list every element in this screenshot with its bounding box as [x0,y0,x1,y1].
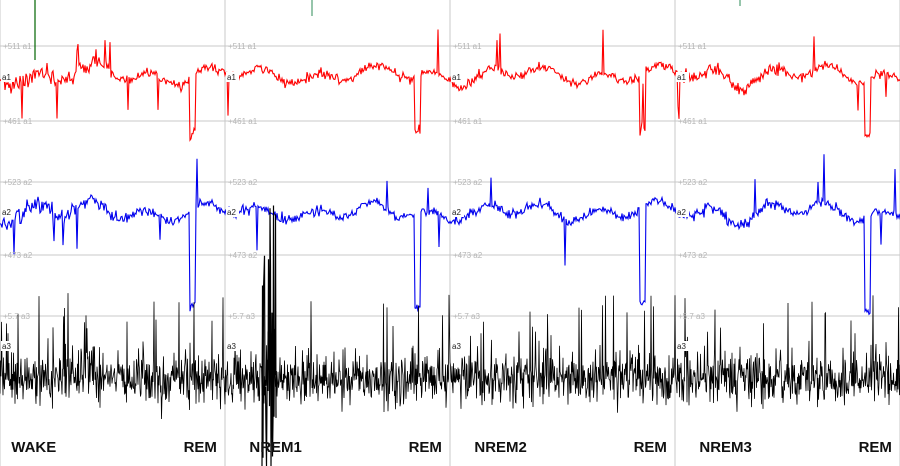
scale-label-lower: +473 a2 [228,251,258,260]
channel-label-bg [451,207,464,217]
stage-label: REM [184,439,217,456]
signal-traces [0,29,900,466]
channel-label: a1 [452,73,461,82]
channel-label-bg [226,72,239,82]
scale-label-lower: +473 a2 [453,251,483,260]
channel-label-bg [1,341,14,351]
channel-label: a2 [2,208,11,217]
stage-label: NREM1 [249,439,302,456]
scale-label-upper: +523 a2 [3,178,33,187]
trace-a2 [0,154,900,316]
stage-label: WAKE [11,439,56,456]
channel-label-bg [676,207,689,217]
stage-label: NREM3 [699,439,752,456]
channel-label-bg [1,72,14,82]
stage-label: REM [634,439,667,456]
scale-label-upper: +511 a1 [453,42,482,51]
scale-label-lower: +461 a1 [228,117,258,126]
trace-a3 [0,293,900,420]
scale-label-upper: +511 a1 [678,42,707,51]
chart-labels: +511 a1 +461 a1 a1 +523 a2 +473 a2 a2 +5.7 a3 a… [1,0,892,456]
channel-label-bg [451,341,464,351]
scale-label-upper: +5.7 a3 [3,312,30,321]
scale-label-upper: +5.7 a3 [453,312,480,321]
stage-label: NREM2 [474,439,527,456]
scale-label-upper: +5.7 a3 [228,312,255,321]
channel-label: a1 [227,73,236,82]
channel-label: a3 [227,342,236,351]
channel-label-bg [1,207,14,217]
channel-label: a3 [2,342,11,351]
channel-label: a2 [227,208,236,217]
scale-label-lower: +473 a2 [3,251,33,260]
channel-label: a2 [452,208,461,217]
stage-label: REM [859,439,892,456]
channel-label-bg [676,341,689,351]
channel-label: a3 [452,342,461,351]
channel-label-bg [676,72,689,82]
channel-label: a1 [677,73,686,82]
channel-label: a2 [677,208,686,217]
channel-label: a1 [2,73,11,82]
scale-label-upper: +511 a1 [3,42,32,51]
artifact-burst [261,205,277,466]
scale-label-lower: +461 a1 [453,117,483,126]
channel-label-bg [226,207,239,217]
channel-label-bg [451,72,464,82]
channel-label: a3 [677,342,686,351]
stage-label: REM [409,439,442,456]
scale-label-upper: +523 a2 [228,178,258,187]
scale-label-lower: +461 a1 [3,117,33,126]
scale-label-lower: +461 a1 [678,117,708,126]
scale-label-upper: +523 a2 [678,178,708,187]
scale-label-upper: +5.7 a3 [678,312,705,321]
scale-label-upper: +523 a2 [453,178,483,187]
scale-label-upper: +511 a1 [228,42,257,51]
channel-label-bg [226,341,239,351]
trace-a1 [0,29,900,142]
scale-label-lower: +473 a2 [678,251,708,260]
